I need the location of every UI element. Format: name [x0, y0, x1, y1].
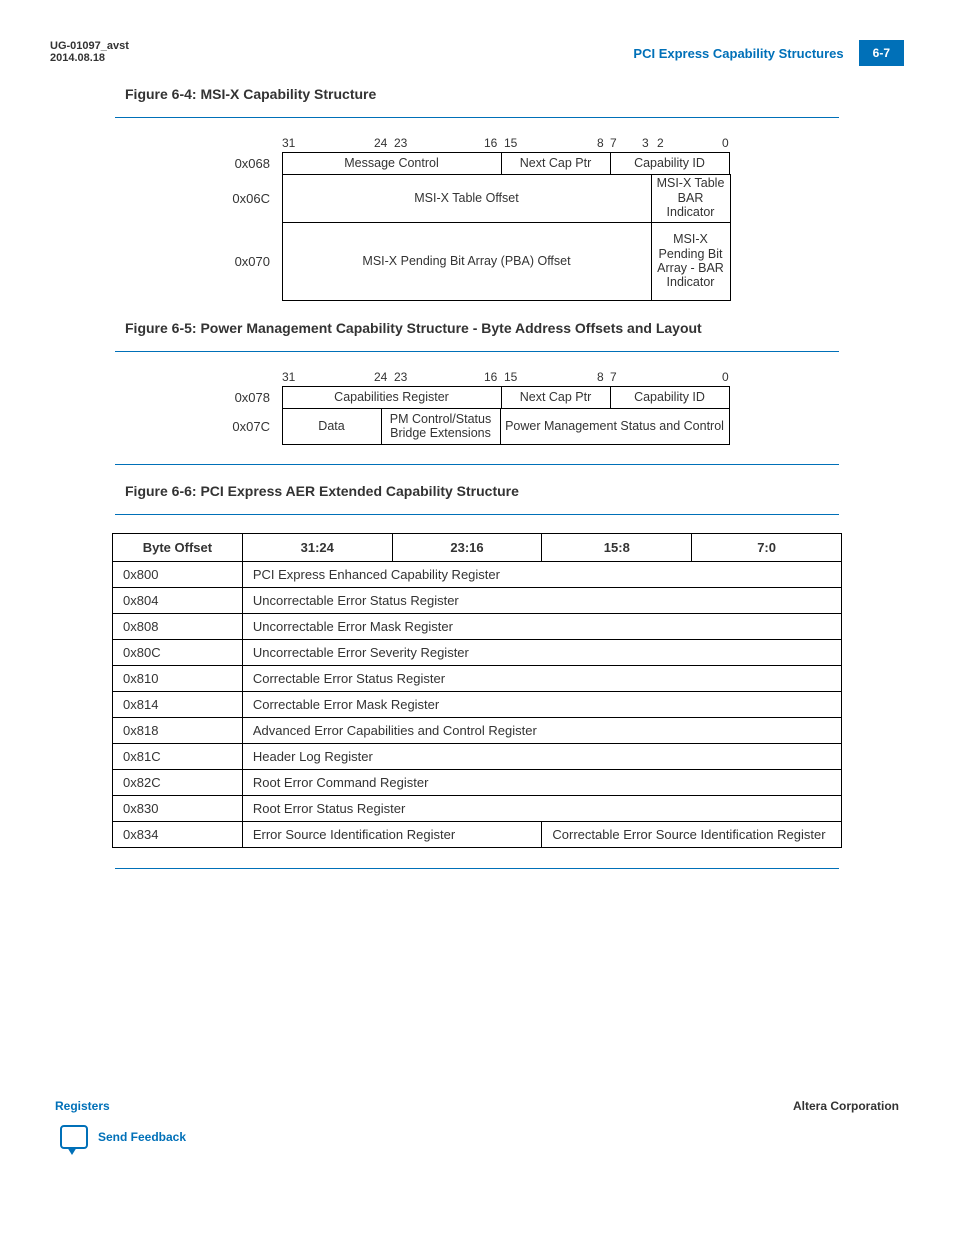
bit-position-label: 31: [282, 136, 295, 150]
bitfield-cell: Capability ID: [610, 386, 730, 409]
table-row: 0x800PCI Express Enhanced Capability Reg…: [113, 562, 842, 588]
bit-position-label: 16: [484, 370, 497, 384]
bit-position-label: 7: [610, 370, 617, 384]
table-row: 0x81CHeader Log Register: [113, 744, 842, 770]
aer-table: Byte Offset31:2423:1615:87:00x800PCI Exp…: [112, 533, 842, 848]
aer-register-cell: Advanced Error Capabilities and Control …: [242, 718, 841, 744]
aer-register-cell: Error Source Identification Register: [242, 822, 542, 848]
bitfield-cell: Data: [282, 408, 382, 445]
bit-position-label: 15: [504, 136, 517, 150]
aer-register-cell: Header Log Register: [242, 744, 841, 770]
aer-offset-cell: 0x808: [113, 614, 243, 640]
separator: [115, 464, 839, 465]
aer-offset-cell: 0x818: [113, 718, 243, 744]
bit-position-label: 24: [374, 370, 387, 384]
bit-position-label: 16: [484, 136, 497, 150]
aer-offset-cell: 0x810: [113, 666, 243, 692]
aer-register-cell: Correctable Error Source Identification …: [542, 822, 842, 848]
separator: [115, 514, 839, 515]
separator: [115, 868, 839, 869]
bit-position-label: 7: [610, 136, 617, 150]
aer-register-cell: PCI Express Enhanced Capability Register: [242, 562, 841, 588]
figure-6-5-diagram: 0x0780x07C 31 24 23 16 15 87 0 Capabilities Regi…: [50, 370, 904, 444]
separator: [115, 117, 839, 118]
aer-register-cell: Correctable Error Status Register: [242, 666, 841, 692]
bitfield-cell: MSI-X Pending Bit Array - BAR Indicator: [651, 222, 731, 301]
bit-position-label: 8: [597, 370, 604, 384]
table-row: 0x814Correctable Error Mask Register: [113, 692, 842, 718]
bitfield-cell: Next Cap Ptr: [501, 152, 611, 175]
footer-company: Altera Corporation: [793, 1099, 899, 1113]
header-right: PCI Express Capability Structures 6-7: [633, 40, 904, 66]
bitfield-cell: Message Control: [282, 152, 502, 175]
aer-table-header: 31:24: [242, 534, 392, 562]
aer-offset-cell: 0x814: [113, 692, 243, 718]
bit-position-label: 23: [394, 370, 407, 384]
bit-position-label: 8: [597, 136, 604, 150]
aer-register-cell: Correctable Error Mask Register: [242, 692, 841, 718]
bitfield-address: 0x078: [222, 386, 282, 408]
send-feedback-link[interactable]: Send Feedback: [98, 1130, 186, 1144]
figure-6-5-title: Figure 6-5: Power Management Capability …: [125, 320, 904, 336]
aer-register-cell: Uncorrectable Error Severity Register: [242, 640, 841, 666]
table-row: 0x830Root Error Status Register: [113, 796, 842, 822]
feedback-icon[interactable]: [60, 1125, 88, 1149]
bitfield-cell: Capabilities Register: [282, 386, 502, 409]
aer-table-header: 23:16: [392, 534, 542, 562]
bit-position-label: 15: [504, 370, 517, 384]
aer-table-header: 15:8: [542, 534, 692, 562]
doc-id: UG-01097_avst: [50, 40, 129, 52]
page-footer: Registers Altera Corporation: [50, 1099, 904, 1113]
aer-offset-cell: 0x82C: [113, 770, 243, 796]
bit-position-label: 31: [282, 370, 295, 384]
table-row: 0x82CRoot Error Command Register: [113, 770, 842, 796]
table-row: 0x810Correctable Error Status Register: [113, 666, 842, 692]
aer-register-cell: Root Error Status Register: [242, 796, 841, 822]
bitfield-cell: Power Management Status and Control: [500, 408, 730, 445]
page-header: UG-01097_avst 2014.08.18 PCI Express Cap…: [50, 40, 904, 66]
table-row: 0x818Advanced Error Capabilities and Con…: [113, 718, 842, 744]
bit-position-label: 24: [374, 136, 387, 150]
table-row: 0x80CUncorrectable Error Severity Regist…: [113, 640, 842, 666]
aer-offset-cell: 0x80C: [113, 640, 243, 666]
bitfield-cell: MSI-X Table BAR Indicator: [651, 174, 731, 223]
aer-register-cell: Uncorrectable Error Status Register: [242, 588, 841, 614]
table-row: 0x804Uncorrectable Error Status Register: [113, 588, 842, 614]
bitfield-cell: MSI-X Table Offset: [282, 174, 652, 223]
bit-position-label: 0: [722, 370, 729, 384]
aer-register-cell: Uncorrectable Error Mask Register: [242, 614, 841, 640]
doc-id-block: UG-01097_avst 2014.08.18: [50, 40, 129, 64]
doc-date: 2014.08.18: [50, 52, 129, 64]
aer-table-header: 7:0: [692, 534, 842, 562]
figure-6-6-title: Figure 6-6: PCI Express AER Extended Cap…: [125, 483, 904, 499]
aer-offset-cell: 0x830: [113, 796, 243, 822]
bitfield-address: 0x070: [222, 222, 282, 300]
aer-offset-cell: 0x804: [113, 588, 243, 614]
feedback-row: Send Feedback: [50, 1125, 904, 1149]
table-row: 0x834Error Source Identification Registe…: [113, 822, 842, 848]
page-number-badge: 6-7: [859, 40, 904, 66]
bit-position-label: 23: [394, 136, 407, 150]
separator: [115, 351, 839, 352]
footer-registers-link[interactable]: Registers: [55, 1099, 110, 1113]
aer-table-header: Byte Offset: [113, 534, 243, 562]
bitfield-cell: Capability ID: [610, 152, 730, 175]
figure-6-4-title: Figure 6-4: MSI-X Capability Structure: [125, 86, 904, 102]
aer-offset-cell: 0x800: [113, 562, 243, 588]
bitfield-address: 0x06C: [222, 174, 282, 222]
bitfield-address: 0x07C: [222, 408, 282, 444]
bitfield-address: 0x068: [222, 152, 282, 174]
aer-register-cell: Root Error Command Register: [242, 770, 841, 796]
bit-position-label: 3: [642, 136, 649, 150]
bit-position-label: 0: [722, 136, 729, 150]
bitfield-cell: Next Cap Ptr: [501, 386, 611, 409]
figure-6-4-diagram: 0x0680x06C0x070 31 24 23 16 15 87 32 0 Message Co…: [50, 136, 904, 300]
bitfield-cell: PM Control/Status Bridge Extensions: [381, 408, 501, 445]
section-title: PCI Express Capability Structures: [633, 46, 843, 61]
aer-offset-cell: 0x834: [113, 822, 243, 848]
bitfield-cell: MSI-X Pending Bit Array (PBA) Offset: [282, 222, 652, 301]
bit-position-label: 2: [657, 136, 664, 150]
table-row: 0x808Uncorrectable Error Mask Register: [113, 614, 842, 640]
aer-offset-cell: 0x81C: [113, 744, 243, 770]
